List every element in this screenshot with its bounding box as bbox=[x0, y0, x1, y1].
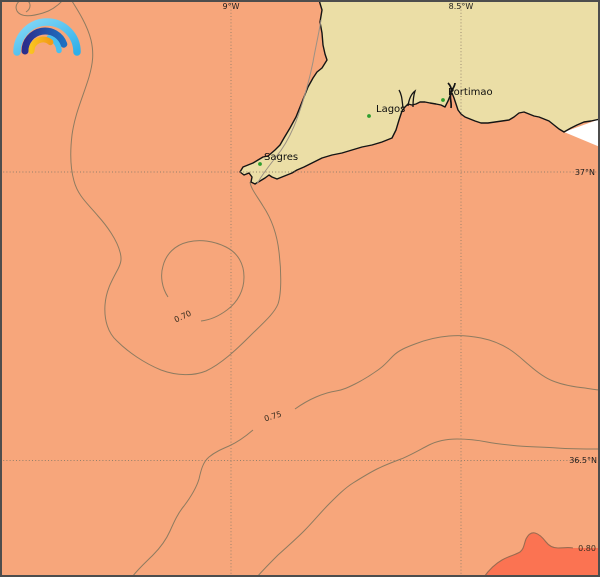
axis-label-9w: 9°W bbox=[223, 2, 240, 11]
coastline bbox=[239, 0, 600, 185]
no-data-patch bbox=[564, 119, 600, 147]
contour-label-080: 0.80 bbox=[578, 544, 596, 553]
land-area bbox=[240, 0, 600, 184]
contour-line-070-overland bbox=[256, 19, 322, 185]
logo-outer-arc-icon bbox=[13, 18, 81, 56]
city-label-sagres: Sagres bbox=[264, 152, 298, 163]
contour-line-070 bbox=[15, 0, 282, 376]
axis-label-36p5n: 36.5°N bbox=[569, 456, 597, 465]
logo-amber-arc-icon bbox=[28, 36, 54, 54]
city-label-lagos: Lagos bbox=[376, 104, 405, 115]
logo-inner-blue-arc-icon bbox=[46, 34, 62, 54]
city-label-portimao: Portimao bbox=[448, 87, 493, 98]
contour-ring-070 bbox=[161, 240, 245, 322]
contour-line-075-east bbox=[294, 335, 600, 410]
warm-zone-fill bbox=[484, 532, 600, 577]
portimao-river bbox=[447, 82, 456, 109]
lagos-inlet bbox=[398, 89, 417, 109]
contour-line-unlabeled bbox=[256, 438, 600, 577]
contour-line-080 bbox=[483, 532, 574, 577]
city-marker-lagos bbox=[367, 114, 371, 118]
contour-line-075-west bbox=[131, 429, 254, 577]
city-layer: Sagres Lagos Portimao bbox=[258, 87, 493, 166]
city-marker-portimao bbox=[441, 98, 445, 102]
axis-label-37n: 37°N bbox=[575, 168, 595, 177]
axis-label-8p5w: 8.5°W bbox=[449, 2, 474, 11]
logo-navy-arc-icon bbox=[21, 27, 68, 55]
rainbow-arcs-logo bbox=[13, 18, 81, 56]
city-marker-sagres bbox=[258, 162, 262, 166]
